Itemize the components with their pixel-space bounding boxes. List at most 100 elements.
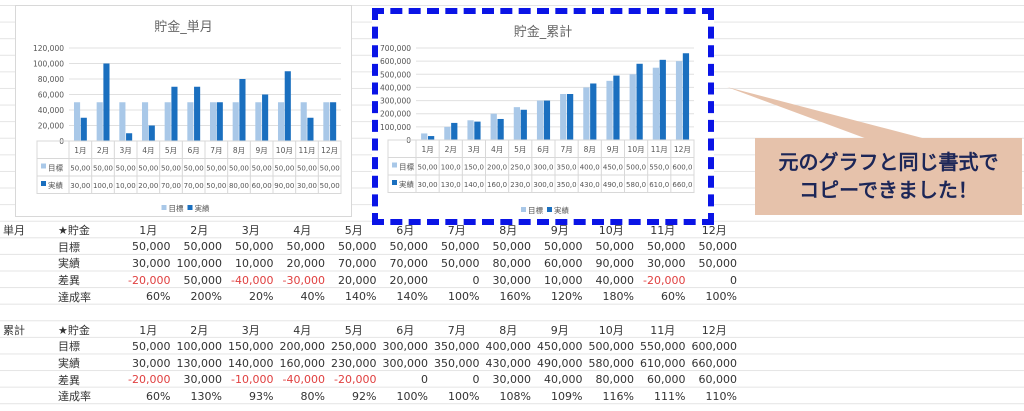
value-cell[interactable]: 30,000 [132, 356, 171, 370]
value-cell[interactable]: 80% [300, 389, 325, 403]
value-cell[interactable]: 40% [300, 290, 325, 304]
month-header[interactable]: 3月 [241, 224, 260, 238]
value-cell[interactable]: 116% [602, 389, 634, 403]
month-header[interactable]: 7月 [447, 224, 466, 238]
value-cell[interactable]: 200,000 [279, 339, 326, 353]
month-header[interactable]: 7月 [447, 323, 466, 337]
row-label[interactable]: 達成率 [58, 290, 91, 304]
value-cell[interactable]: 120% [551, 290, 583, 304]
month-header[interactable]: 9月 [550, 224, 569, 238]
value-cell[interactable]: 40,000 [595, 273, 635, 287]
month-header[interactable]: 8月 [499, 224, 518, 238]
value-cell[interactable]: 100% [448, 290, 480, 304]
row-label[interactable]: 実績 [58, 257, 80, 271]
value-cell[interactable]: 100,000 [176, 339, 223, 353]
value-cell[interactable]: 130% [190, 389, 222, 403]
value-cell[interactable]: 20,000 [286, 256, 326, 270]
value-cell[interactable]: 70,000 [338, 256, 377, 270]
month-header[interactable]: 6月 [396, 323, 415, 337]
value-cell[interactable]: 490,000 [537, 356, 583, 370]
value-cell[interactable]: 130,000 [176, 356, 223, 370]
value-cell[interactable]: 100% [705, 290, 737, 304]
value-cell[interactable]: 50,000 [698, 240, 738, 254]
header-label[interactable]: ★貯金 [58, 224, 90, 238]
month-header[interactable]: 2月 [190, 323, 209, 337]
value-cell[interactable]: 450,000 [537, 339, 583, 353]
value-cell[interactable]: 60% [661, 290, 686, 304]
value-cell[interactable]: -30,000 [282, 273, 325, 287]
value-cell[interactable]: 109% [551, 389, 583, 403]
value-cell[interactable]: 50,000 [389, 240, 429, 254]
value-cell[interactable]: 40,000 [544, 373, 583, 387]
month-header[interactable]: 5月 [344, 224, 363, 238]
header-label[interactable]: ★貯金 [58, 323, 90, 337]
value-cell[interactable]: 140% [345, 290, 377, 304]
value-cell[interactable]: 20,000 [338, 273, 377, 287]
section-label[interactable]: 累計 [3, 323, 25, 337]
value-cell[interactable]: 50,000 [132, 339, 171, 353]
value-cell[interactable]: 80,000 [595, 373, 635, 387]
month-header[interactable]: 5月 [344, 323, 363, 337]
value-cell[interactable]: 250,000 [331, 339, 377, 353]
row-label[interactable]: 実績 [58, 357, 80, 371]
value-cell[interactable]: 50,000 [183, 240, 223, 254]
value-cell[interactable]: 50,000 [235, 240, 274, 254]
value-cell[interactable]: 0 [472, 373, 480, 387]
value-cell[interactable]: 150,000 [228, 339, 274, 353]
row-label[interactable]: 目標 [58, 340, 80, 354]
value-cell[interactable]: 500,000 [588, 339, 635, 353]
value-cell[interactable]: -10,000 [231, 373, 274, 387]
value-cell[interactable]: 140,000 [228, 356, 274, 370]
value-cell[interactable]: -40,000 [231, 273, 274, 287]
value-cell[interactable]: 50,000 [441, 256, 480, 270]
value-cell[interactable]: 60,000 [544, 256, 583, 270]
value-cell[interactable]: 350,000 [434, 339, 480, 353]
month-header[interactable]: 10月 [598, 323, 624, 337]
value-cell[interactable]: 30,000 [132, 256, 171, 270]
value-cell[interactable]: 0 [730, 273, 737, 287]
value-cell[interactable]: 30,000 [492, 273, 532, 287]
section-label[interactable]: 単月 [3, 224, 25, 238]
month-header[interactable]: 6月 [396, 224, 415, 238]
value-cell[interactable]: 30,000 [647, 256, 686, 270]
value-cell[interactable]: 111% [654, 389, 686, 403]
value-cell[interactable]: 140% [396, 290, 428, 304]
month-header[interactable]: 8月 [499, 323, 518, 337]
value-cell[interactable]: 660,000 [691, 356, 738, 370]
value-cell[interactable]: 400,000 [485, 339, 532, 353]
value-cell[interactable]: 100% [448, 389, 480, 403]
value-cell[interactable]: 160,000 [279, 356, 326, 370]
value-cell[interactable]: 50,000 [492, 240, 532, 254]
value-cell[interactable]: -20,000 [643, 273, 686, 287]
value-cell[interactable]: 60% [146, 389, 171, 403]
value-cell[interactable]: 20% [249, 290, 274, 304]
value-cell[interactable]: 600,000 [691, 339, 738, 353]
value-cell[interactable]: 80,000 [492, 256, 532, 270]
value-cell[interactable]: 60% [146, 290, 171, 304]
month-header[interactable]: 12月 [701, 224, 727, 238]
value-cell[interactable]: -20,000 [334, 373, 377, 387]
value-cell[interactable]: 50,000 [286, 240, 326, 254]
month-header[interactable]: 1月 [139, 224, 158, 238]
value-cell[interactable]: 60,000 [698, 373, 738, 387]
value-cell[interactable]: 50,000 [698, 256, 738, 270]
value-cell[interactable]: 300,000 [382, 339, 429, 353]
value-cell[interactable]: 108% [499, 389, 531, 403]
value-cell[interactable]: 93% [249, 389, 274, 403]
value-cell[interactable]: 100,000 [176, 256, 223, 270]
value-cell[interactable]: 50,000 [647, 240, 686, 254]
value-cell[interactable]: 0 [472, 273, 480, 287]
value-cell[interactable]: 90,000 [595, 256, 635, 270]
value-cell[interactable]: 230,000 [331, 356, 377, 370]
month-header[interactable]: 1月 [139, 323, 158, 337]
value-cell[interactable]: 300,000 [382, 356, 429, 370]
month-header[interactable]: 3月 [241, 323, 260, 337]
value-cell[interactable]: 10,000 [544, 273, 583, 287]
value-cell[interactable]: 60,000 [647, 373, 686, 387]
row-label[interactable]: 差異 [58, 373, 80, 387]
value-cell[interactable]: -20,000 [128, 373, 171, 387]
value-cell[interactable]: 430,000 [485, 356, 532, 370]
value-cell[interactable]: 100% [396, 389, 428, 403]
chart-cumulative[interactable]: 貯金_累計 0 100,000 200,000 300,000 400,000 500,00… [372, 8, 714, 225]
value-cell[interactable]: 350,000 [434, 356, 480, 370]
